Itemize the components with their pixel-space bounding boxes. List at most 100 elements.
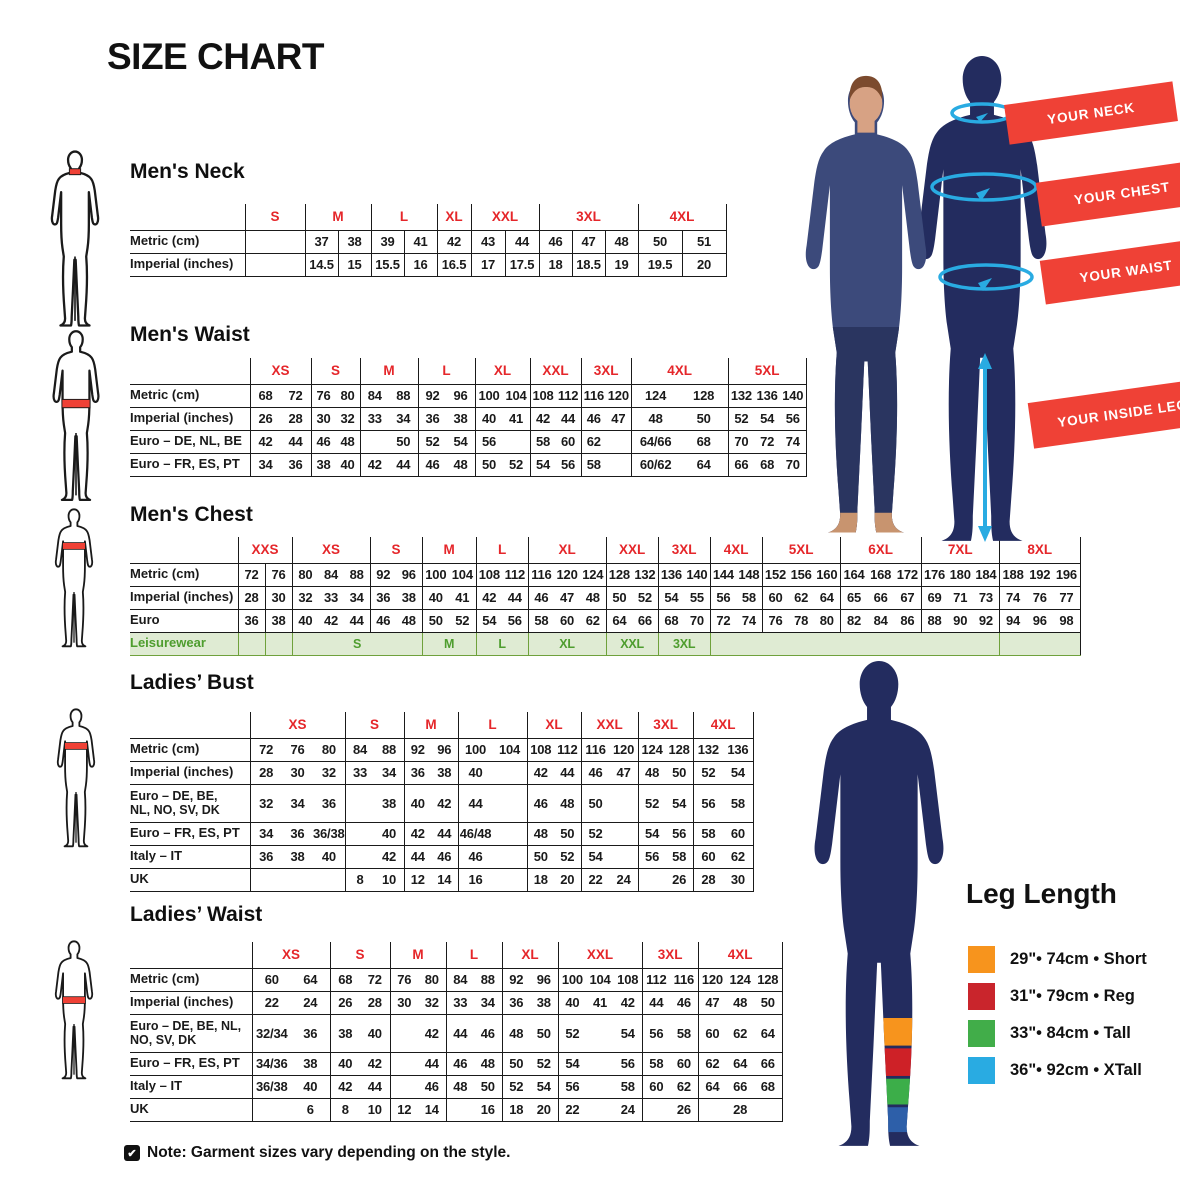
cell-value: 42: [258, 434, 273, 449]
cell-values: M: [423, 637, 476, 651]
table-cell: 50 52: [421, 609, 477, 633]
cell-values: 39: [372, 234, 404, 249]
cell-value: 84: [353, 742, 368, 757]
cell-value: 52: [509, 1079, 524, 1094]
cell-values: 100 104 108: [559, 972, 642, 987]
cell-value: 44: [396, 457, 411, 472]
cell-value: 26: [676, 1102, 691, 1117]
cell-value: 132: [634, 567, 656, 582]
cell-value: 54: [536, 1079, 551, 1094]
cell-value: 40: [382, 826, 397, 841]
cell-value: 56: [507, 613, 522, 628]
cell-values: 41: [405, 234, 437, 249]
cell-value: 64: [705, 1079, 720, 1094]
checkbox-check-icon: ✔: [124, 1145, 140, 1161]
cell-values: 15: [339, 257, 371, 272]
table-cell: 44 46: [403, 845, 459, 869]
cell-value: 14: [424, 1102, 439, 1117]
table-cell: 66 68 70: [727, 453, 807, 477]
cell-value: 36/38: [255, 1079, 288, 1094]
size-header: 5XL: [727, 358, 807, 385]
table-cell: 56 58: [637, 845, 694, 869]
row-label: Euro – DE, BE, NL, NO, SV, DK: [130, 784, 250, 823]
cell-value: 28: [259, 765, 274, 780]
table-cell: 56 58: [557, 1075, 643, 1099]
cell-values: 30 32: [391, 995, 446, 1010]
table-cell: 56 58: [709, 586, 763, 610]
cell-value: 33: [323, 590, 339, 605]
size-header: 3XL: [538, 204, 639, 231]
table-cell: 42 44: [359, 453, 419, 477]
table-cell: 33 34: [344, 761, 405, 785]
cell-values: 72 74: [711, 613, 762, 628]
cell-values: 38: [346, 796, 404, 811]
cell-values: 34 36 36/38: [251, 826, 345, 841]
table-cell: 46 47: [580, 407, 632, 431]
cell-value: 136: [660, 567, 682, 582]
cell-value: 92: [978, 613, 993, 628]
table-row: Imperial (inches) 14.5 15 15.5 16 16.5 17 17.5 1…: [130, 253, 727, 277]
cell-values: 28: [699, 1102, 781, 1117]
cell-values: XXL: [607, 637, 658, 651]
cell-value: 48: [453, 457, 468, 472]
cell-value: 56: [561, 457, 576, 472]
cell-values: 32 33 34: [293, 590, 370, 605]
cell-values: 116 120: [582, 388, 631, 403]
cell-value: 120: [613, 742, 635, 757]
cell-value: [586, 1079, 614, 1094]
cell-value: 88: [396, 388, 411, 403]
table-cell: 68 72: [329, 968, 391, 992]
size-header: S: [310, 358, 361, 385]
cell-value: 46: [533, 795, 548, 811]
table-cell: 33 34: [445, 991, 503, 1015]
table-cell: 33 34: [359, 407, 419, 431]
cell-value: 56: [649, 1025, 664, 1041]
table-cell: 32 33 34: [291, 586, 371, 610]
table-row: Metric (cm) 37 38 39 41 42 43 44 46 47 48 50 51: [130, 230, 727, 254]
cell-value: 50: [653, 234, 668, 249]
table-cell: [244, 253, 305, 277]
cell-values: 62: [582, 434, 631, 449]
cell-value: 60: [264, 972, 279, 987]
cell-value: [361, 434, 389, 449]
row-label: Imperial (inches): [130, 253, 245, 277]
cell-value: XL: [559, 636, 575, 651]
cell-values: L: [477, 637, 528, 651]
cell-value: 84: [323, 567, 339, 582]
cell-value: 66: [760, 1056, 775, 1071]
cell-value: 44: [468, 795, 483, 811]
row-label: Euro – DE, NL, BE: [130, 430, 250, 454]
cell-values: 54 56: [639, 826, 693, 841]
table-cell: 28: [697, 1098, 783, 1122]
cell-value: 36: [244, 613, 259, 628]
table-cell: 68 70: [657, 609, 711, 633]
cell-value: 32: [259, 795, 274, 811]
cell-value: 66: [733, 1079, 748, 1094]
leg-length-color-swatch: [968, 1057, 995, 1084]
cell-value: 160: [816, 567, 838, 582]
table-cell: 128 132: [605, 563, 659, 587]
cell-value: 16: [413, 257, 428, 272]
table-cell: 34/36 38: [251, 1052, 331, 1076]
cell-value: 42: [437, 795, 452, 811]
cell-value: 48: [340, 434, 355, 449]
cell-values: 36: [239, 613, 265, 628]
table-row: Euro – DE, BE, NL, NO, SV, DK 32/34 36 38 40…: [130, 1014, 783, 1053]
cell-value: 3XL: [672, 636, 696, 651]
cell-value: 56: [645, 849, 660, 864]
cell-values: 26: [639, 872, 693, 887]
table-cell: 48 50: [637, 761, 694, 785]
cell-value: 19: [614, 257, 629, 272]
cell-value: 76: [768, 613, 783, 628]
cell-value: 94: [1006, 613, 1021, 628]
table-cell: 38: [264, 609, 293, 633]
cell-value: 40: [428, 590, 443, 605]
table-cell: 52 54: [692, 761, 754, 785]
cell-value: 41: [413, 234, 428, 249]
table-cell: [998, 632, 1081, 656]
row-label: Imperial (inches): [130, 991, 252, 1015]
cell-values: 40 41 42: [559, 995, 642, 1010]
cell-value: 92: [410, 742, 425, 757]
cell-value: 42: [446, 234, 462, 249]
table-cell: 42 44: [403, 822, 459, 846]
